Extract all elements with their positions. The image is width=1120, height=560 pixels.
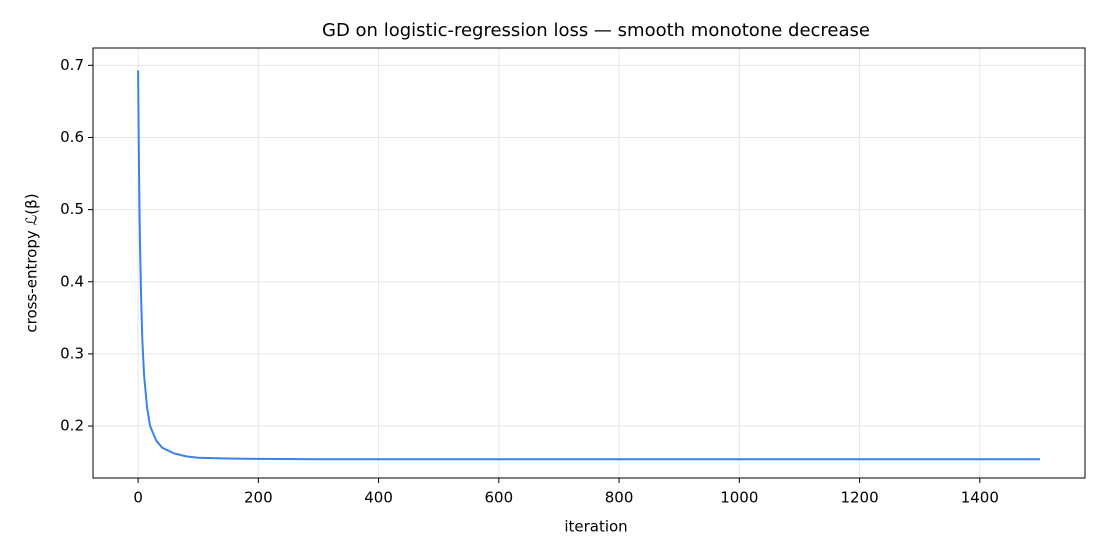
y-tick-label: 0.4	[60, 272, 84, 290]
x-tick-label: 1200	[840, 489, 878, 507]
y-tick-label: 0.5	[60, 200, 84, 218]
x-tick-label: 400	[364, 489, 393, 507]
y-axis-label: cross-entropy ℒ(β)	[23, 193, 41, 332]
x-tick-label: 1000	[720, 489, 758, 507]
x-tick-label: 1400	[961, 489, 999, 507]
y-tick-label: 0.7	[60, 56, 84, 74]
y-tick-label: 0.6	[60, 128, 84, 146]
x-tick-label: 200	[244, 489, 273, 507]
plot-frame	[92, 47, 1086, 479]
x-tick-label: 600	[484, 489, 513, 507]
y-tick-label: 0.2	[60, 417, 84, 435]
chart-title: GD on logistic-regression loss — smooth …	[322, 20, 870, 41]
x-axis-label: iteration	[564, 518, 627, 536]
x-tick-label: 800	[605, 489, 634, 507]
line	[137, 70, 1040, 461]
y-tick-label: 0.3	[60, 344, 84, 362]
x-tick-label: 0	[133, 489, 143, 507]
